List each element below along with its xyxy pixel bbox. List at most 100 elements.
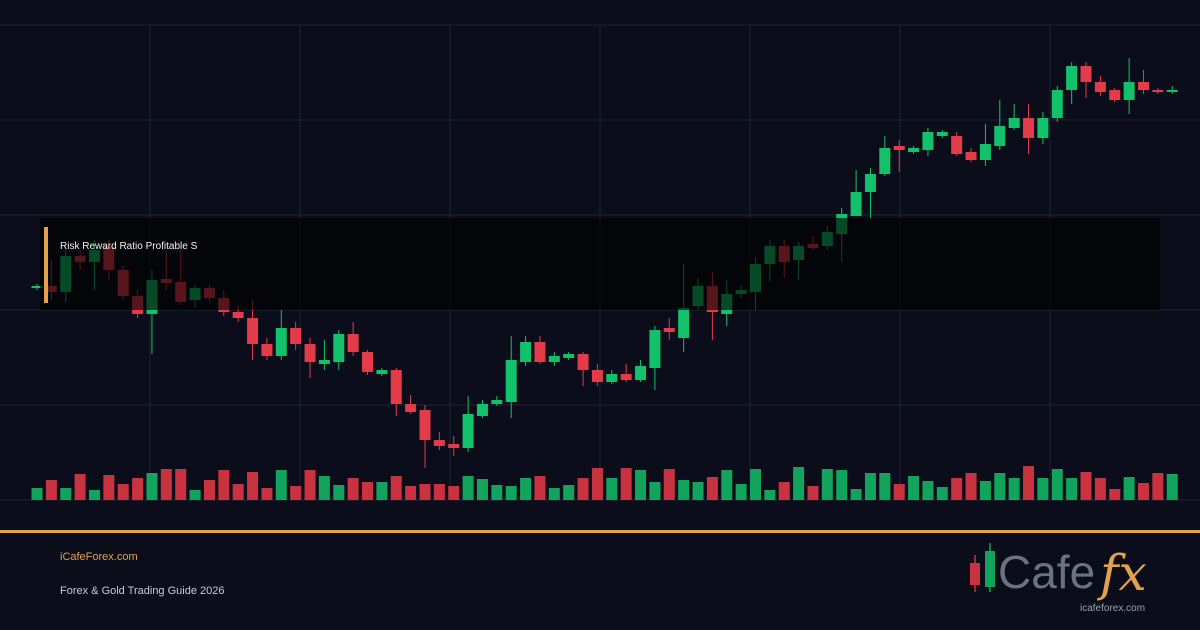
volume-bar — [821, 469, 833, 500]
volume-bar — [218, 470, 230, 500]
volume-bar — [132, 478, 144, 500]
candle-body — [1109, 90, 1121, 100]
volume-bar — [678, 480, 690, 500]
logo: Cafe fx icafeforex.com — [970, 543, 1147, 614]
volume-bar — [462, 476, 474, 500]
volume-bar — [203, 480, 215, 500]
volume-bar — [1066, 478, 1078, 500]
candle-body — [520, 342, 532, 362]
volume-bar — [850, 489, 862, 500]
volume-bar — [290, 486, 302, 500]
volume-bar — [706, 477, 718, 500]
candle-body — [635, 366, 647, 380]
candle-body — [1094, 82, 1106, 92]
volume-bar — [476, 479, 488, 500]
volume-bar — [807, 486, 819, 500]
volume-bar — [419, 484, 431, 500]
candle-body — [333, 334, 345, 362]
logo-word: Cafe — [998, 546, 1095, 598]
volume-bar — [750, 469, 761, 500]
volume-bar — [778, 482, 790, 500]
candle-body — [1123, 82, 1135, 100]
candle-body — [649, 330, 661, 368]
volume-bar — [635, 470, 647, 500]
volume-bar — [74, 474, 86, 500]
volume-bar — [333, 485, 345, 500]
volume-bar — [261, 488, 273, 500]
candle-body — [893, 146, 905, 150]
candle-body — [577, 354, 589, 370]
candle-body — [476, 404, 488, 416]
volume-bar — [548, 488, 560, 500]
volume-bar — [836, 470, 848, 500]
volume-bar — [45, 480, 57, 500]
candle-body — [879, 148, 891, 174]
candle-body — [1166, 90, 1178, 92]
candle-body — [591, 370, 603, 382]
volume-bar — [951, 478, 963, 500]
logo-accent: fx — [1096, 544, 1147, 602]
candle-body — [390, 370, 402, 404]
volume-bar — [591, 468, 603, 500]
volume-bar — [362, 482, 374, 500]
volume-bar — [1051, 469, 1063, 500]
candle-body — [247, 318, 259, 344]
candle-body — [1051, 90, 1063, 118]
footer-tagline: Forex & Gold Trading Guide 2026 — [60, 585, 224, 597]
volume-bar — [764, 490, 776, 500]
candle-body — [965, 152, 977, 160]
volume-bar — [577, 478, 589, 500]
volume-bar — [649, 482, 661, 500]
candle-body — [1152, 90, 1164, 92]
volume-bar — [563, 485, 575, 500]
volume-bar — [534, 476, 546, 500]
volume-bar — [31, 488, 43, 500]
volume-bar — [189, 490, 201, 500]
volume-bar — [247, 472, 259, 500]
volume-bar — [1137, 483, 1149, 500]
volume-bar — [721, 470, 733, 500]
candle-body — [31, 286, 43, 288]
candle-body — [290, 328, 302, 344]
volume-bar — [376, 482, 388, 500]
volume-bar — [88, 490, 100, 500]
volume-bar — [793, 467, 805, 500]
candle-body — [908, 148, 920, 152]
volume-bar — [448, 486, 460, 500]
candle-body — [1080, 66, 1092, 82]
candle-body — [620, 374, 632, 380]
volume-bar — [994, 473, 1006, 500]
candle-body — [232, 312, 244, 318]
candle-body — [1137, 82, 1149, 90]
candle-body — [1023, 118, 1035, 138]
candle-body — [850, 192, 862, 216]
volume-bar — [893, 484, 905, 500]
candle-body — [864, 174, 876, 192]
candle-body — [347, 334, 359, 352]
candle-body — [663, 328, 675, 332]
candle-body — [1008, 118, 1020, 128]
annotation-text: Risk Reward Ratio Profitable S — [60, 241, 198, 252]
volume-bar — [1080, 472, 1092, 500]
volume-bar — [520, 478, 532, 500]
volume-bar — [117, 484, 129, 500]
candle-body — [936, 132, 948, 136]
candle-body — [678, 308, 690, 338]
volume-bar — [304, 470, 316, 500]
candle-body — [275, 328, 287, 356]
volume-bar — [1109, 489, 1121, 500]
candle-body — [491, 400, 503, 404]
volume-bar — [1166, 474, 1178, 500]
candle-body — [505, 360, 517, 402]
volume-bar — [1094, 478, 1106, 500]
volume-bar — [692, 482, 704, 500]
volume-bar — [735, 484, 747, 500]
volume-bar — [60, 488, 72, 500]
volume-bar — [146, 473, 158, 500]
volume-bar — [606, 478, 618, 500]
candle-body — [979, 144, 991, 160]
candle-body — [318, 360, 330, 364]
candle-body — [534, 342, 546, 362]
volume-bar — [1023, 466, 1035, 500]
